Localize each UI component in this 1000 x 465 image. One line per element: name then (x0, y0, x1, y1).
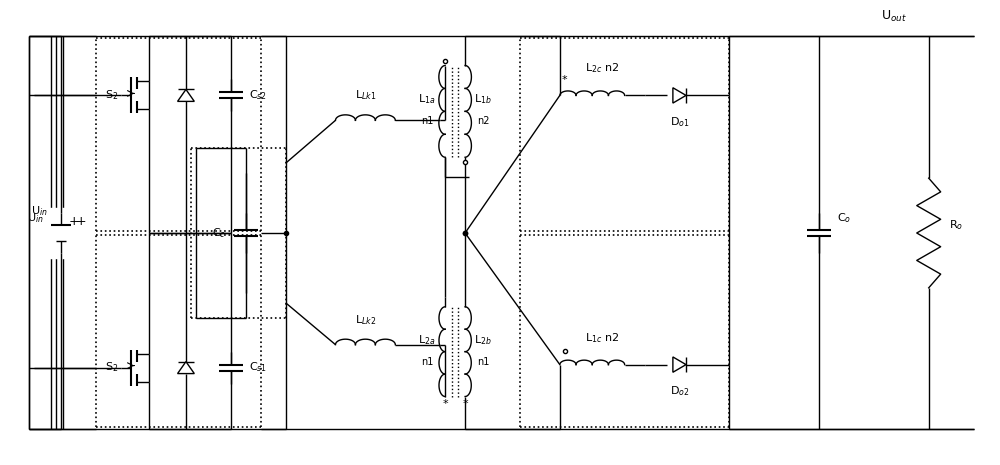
Polygon shape (178, 89, 194, 101)
Text: n2: n2 (477, 116, 489, 126)
Text: L$_{Lk1}$: L$_{Lk1}$ (355, 89, 376, 102)
Text: U$_{in}$: U$_{in}$ (27, 211, 43, 225)
Text: L$_{2b}$: L$_{2b}$ (474, 333, 492, 346)
Text: +: + (68, 214, 79, 227)
Text: C$_{s1}$: C$_{s1}$ (249, 361, 267, 374)
Text: *: * (562, 75, 568, 86)
Text: U$_{out}$: U$_{out}$ (881, 8, 907, 24)
Text: L$_{1c}$ n2: L$_{1c}$ n2 (585, 331, 619, 345)
Text: U$_{in}$: U$_{in}$ (31, 204, 48, 218)
Text: n1: n1 (421, 357, 433, 366)
Text: S$_2$: S$_2$ (105, 361, 118, 374)
Text: *: * (462, 399, 468, 410)
Text: C$_o$: C$_o$ (837, 211, 851, 225)
Text: D$_{o1}$: D$_{o1}$ (670, 115, 689, 129)
Text: C$_{s2}$: C$_{s2}$ (249, 88, 267, 102)
Text: L$_{Lk2}$: L$_{Lk2}$ (355, 313, 376, 327)
Text: +: + (75, 214, 86, 227)
Text: n1: n1 (421, 116, 433, 126)
Text: n1: n1 (477, 357, 489, 366)
Text: L$_{2a}$: L$_{2a}$ (418, 333, 436, 346)
Polygon shape (673, 88, 686, 103)
Text: L$_{1a}$: L$_{1a}$ (418, 93, 436, 106)
Polygon shape (673, 357, 686, 372)
Text: S$_2$: S$_2$ (105, 88, 118, 102)
Text: L$_{1b}$: L$_{1b}$ (474, 93, 492, 106)
Text: *: * (442, 399, 448, 410)
Text: L$_{2c}$ n2: L$_{2c}$ n2 (585, 62, 619, 75)
Text: R$_o$: R$_o$ (949, 218, 963, 232)
Text: D$_{o2}$: D$_{o2}$ (670, 385, 689, 399)
Polygon shape (178, 362, 194, 373)
Text: C$_c$: C$_c$ (212, 226, 226, 240)
